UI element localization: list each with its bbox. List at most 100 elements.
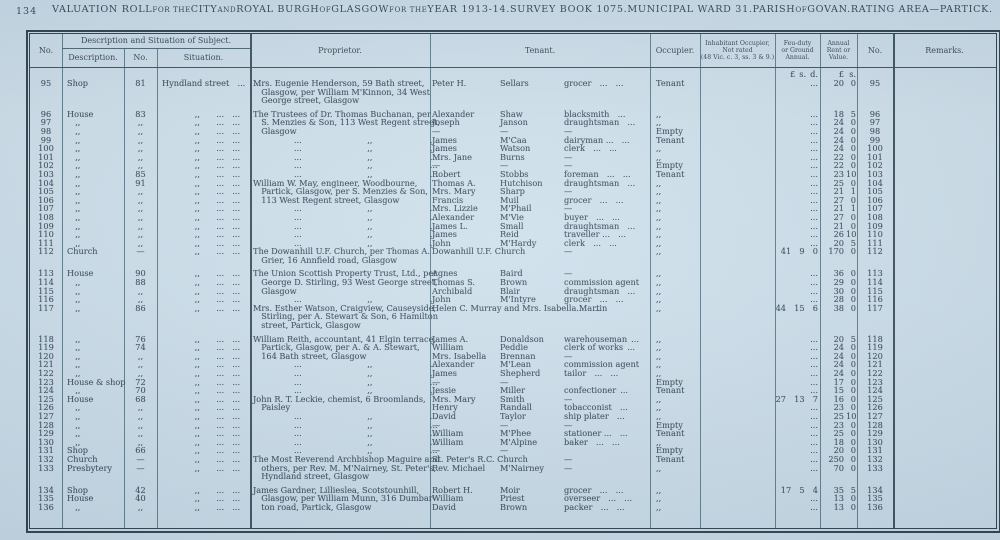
cell-entry-no-right: 129: [867, 428, 883, 439]
cell-rent-pounds: 20: [833, 333, 844, 344]
cell-tenant-forename: Alexander: [432, 108, 475, 119]
cell-description: ,,: [67, 368, 81, 378]
cell-tenant-forename: —: [432, 125, 441, 136]
cell-tenant-surname: Taylor: [500, 410, 526, 421]
cell-proprietor: William W. May, engineer, Woodbourne,: [253, 177, 418, 188]
cell-street-no: ,,: [137, 428, 144, 439]
cell-situation: ,, ... ...: [162, 342, 241, 353]
cell-proprietor: The Dowanhill U.F. Church, per Thomas A.: [253, 246, 430, 257]
cell-entry-no: 98: [40, 125, 52, 136]
title-segment: VALUATION ROLL: [52, 4, 153, 15]
cell-tenant-surname: Shepherd: [500, 368, 541, 378]
title-segment: MUNICIPAL WARD 31.: [627, 4, 753, 15]
title-segment: GLASGOW: [331, 4, 390, 15]
cell-proprietor: ... ,, ...: [253, 419, 438, 430]
table-row: 115 ,, ,, ,, ... ... Glasgow Archibald B…: [30, 287, 996, 296]
cell-rent-shillings: 0: [850, 462, 856, 473]
cell-street-no: ,,: [137, 419, 144, 430]
cell-description: ,,: [67, 419, 81, 430]
cell-tenant-occupation: dairyman ... ...: [564, 134, 630, 145]
cell-proprietor: The Most Reverend Archbishop Maguire and: [253, 453, 440, 464]
cell-tenant-forename: Mrs. Isabella: [432, 350, 487, 361]
table-row: George street, Glasgow: [30, 96, 996, 105]
cell-entry-no: 121: [38, 359, 54, 370]
cell-tenant-occupation: buyer ... ...: [564, 211, 620, 222]
cell-rent-shillings: 0: [850, 342, 856, 353]
cell-tenant-occupation: —: [564, 186, 573, 197]
cell-tenant-forename: Alexander: [432, 211, 475, 222]
cell-description: ,,: [67, 294, 81, 305]
table-row: 117 ,, 86 ,, ... ... Mrs. Esther Watson,…: [30, 304, 996, 313]
cell-description: ,,: [67, 125, 81, 136]
cell-street-no: ,,: [137, 350, 144, 361]
cell-description: ,,: [67, 277, 81, 288]
cell-entry-no: 111: [38, 237, 54, 248]
cell-rent-shillings: 0: [850, 246, 856, 257]
cell-street-no: ,,: [137, 186, 144, 197]
cell-description: ,,: [67, 151, 81, 162]
cell-description: House: [67, 493, 94, 504]
cell-entry-no: 108: [38, 211, 54, 222]
cell-proprietor: ... ,, ...: [253, 151, 438, 162]
cell-tenant-surname: Moir: [500, 484, 520, 495]
header-remarks: Remarks.: [925, 45, 964, 55]
cell-entry-no-right: 120: [867, 350, 883, 361]
page-header: 134 VALUATION ROLL FOR THE CITY AND ROYAL BU…: [0, 4, 1000, 20]
cell-occupier: ,,: [656, 246, 662, 257]
cell-street-no: ,,: [137, 368, 144, 378]
cell-tenant-occupation: —: [564, 268, 573, 279]
cell-tenant-forename: James: [432, 368, 457, 378]
cell-occupier: Empty: [656, 125, 683, 136]
table-row: Glasgow, per William M'Kinnon, 34 West: [30, 87, 996, 97]
cell-tenant-surname: Brennan: [500, 350, 536, 361]
cell-rent-pounds: 23: [833, 168, 844, 179]
cell-rent-pounds: 23: [833, 419, 844, 430]
cell-description: ,,: [67, 436, 81, 447]
cell-occupier: ,,: [656, 462, 662, 473]
cell-situation: ,, ... ...: [162, 134, 241, 145]
cell-tenant-occupation: —: [564, 393, 573, 404]
cell-occupier: ,,: [656, 186, 662, 197]
cell-entry-no: 134: [38, 484, 54, 495]
cell-proprietor: ... ,, ...: [253, 203, 438, 214]
cell-tenant-forename: —: [432, 376, 441, 387]
cell-rent-pounds: 13: [833, 501, 844, 512]
cell-rent-pounds: 13: [833, 493, 844, 504]
cell-entry-no: 128: [38, 419, 54, 430]
cell-rent-shillings: 1: [850, 186, 856, 197]
cell-entry-no: 99: [40, 134, 52, 145]
valuation-table: No. Description and Situation of Subject…: [26, 30, 1000, 533]
cell-tenant-forename: James A.: [432, 333, 469, 344]
cell-occupier: ,,: [656, 151, 662, 162]
title-segment: PARISH: [752, 4, 796, 15]
cell-entry-no-right: 134: [867, 484, 883, 495]
cell-street-no: 88: [135, 277, 146, 288]
cell-feu-duty: ...: [810, 117, 818, 128]
cell-entry-no: 116: [38, 294, 54, 305]
table-row: 109 ,, ,, ,, ... ... ... ,, ... James L.…: [30, 220, 996, 231]
cell-entry-no: 104: [38, 177, 54, 188]
header-inhabitant-occupier: Inhabitant Occupier, Not rated (48 Vic. …: [700, 39, 775, 62]
cell-entry-no-right: 128: [867, 419, 883, 430]
cell-proprietor: Mrs. Esther Watson, Craigview, Causeysid…: [253, 302, 437, 313]
cell-entry-no-right: 135: [867, 493, 883, 504]
cell-tenant-forename: John: [432, 294, 451, 305]
cell-entry-no-right: 133: [867, 462, 883, 473]
cell-entry-no-right: 112: [867, 246, 883, 257]
cell-rent-shillings: 0: [850, 294, 856, 305]
cell-rent-shillings: 5: [850, 333, 856, 344]
cell-tenant-occupation: —: [564, 151, 573, 162]
column-divider: [650, 34, 651, 528]
cell-situation: ,, ... ...: [162, 419, 241, 430]
cell-street-no: ,,: [137, 285, 144, 296]
cell-entry-no: 117: [38, 302, 54, 313]
header-no: No.: [38, 45, 54, 55]
cell-entry-no-right: 118: [867, 333, 883, 344]
cell-entry-no: 109: [38, 220, 54, 231]
cell-feu-duty: ...: [810, 78, 818, 88]
cell-tenant-forename: David: [432, 501, 456, 512]
cell-description: Church: [67, 246, 98, 257]
cell-feu-duty: ...: [810, 493, 818, 504]
cell-rent-pounds: 24: [833, 134, 844, 145]
cell-rent-shillings: 0: [850, 445, 856, 456]
